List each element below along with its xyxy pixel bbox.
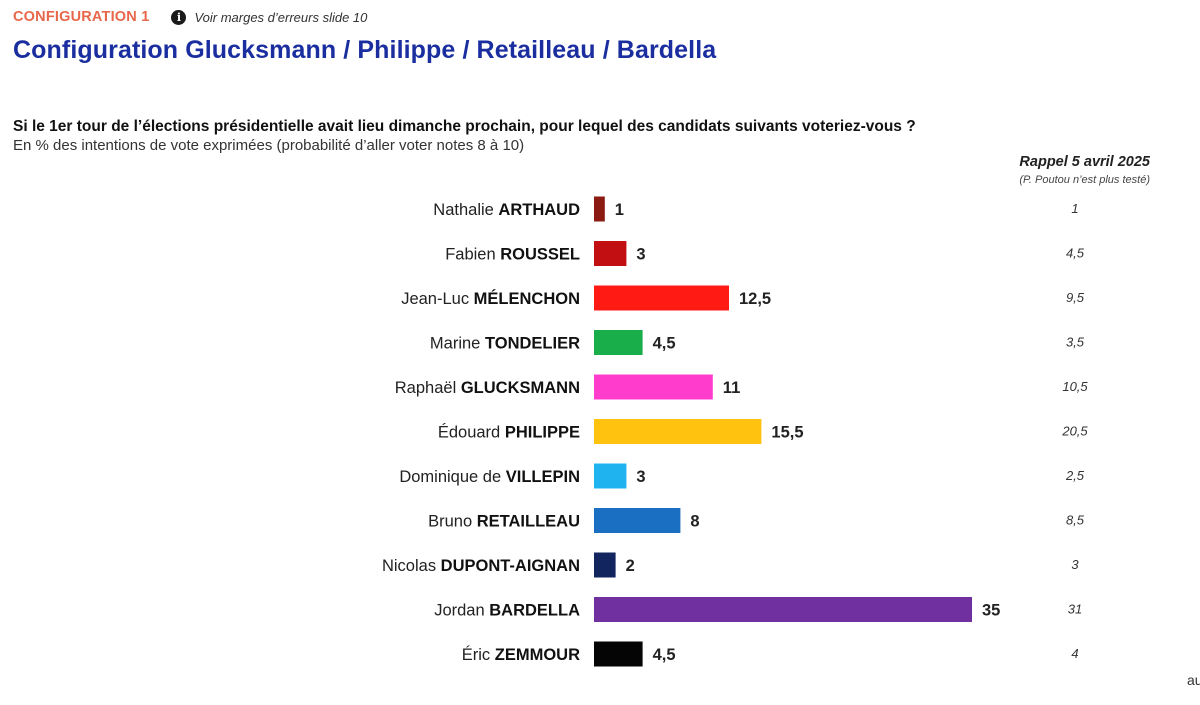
candidate-first-name: Nicolas xyxy=(382,557,441,575)
candidate-first-name: Bruno xyxy=(428,513,477,531)
rappel-value: 2,5 xyxy=(1065,468,1085,483)
rappel-column-note: (P. Poutou n’est plus testé) xyxy=(1019,174,1150,186)
candidate-label: Jean-Luc MÉLENCHON xyxy=(401,289,580,308)
candidate-label: Marine TONDELIER xyxy=(430,335,580,353)
bar-zemmour xyxy=(594,641,643,667)
candidate-last-name: PHILIPPE xyxy=(505,424,580,442)
candidate-first-name: Jean-Luc xyxy=(401,290,473,308)
survey-question: Si le 1er tour de l’élections présidenti… xyxy=(13,118,916,135)
candidate-last-name: RETAILLEAU xyxy=(477,513,580,531)
candidate-first-name: Raphaël xyxy=(395,379,461,397)
rappel-value: 9,5 xyxy=(1066,290,1085,305)
rappel-value: 3 xyxy=(1071,557,1079,572)
rappel-value: 1 xyxy=(1071,201,1078,216)
bar-dupont-aignan xyxy=(594,552,616,578)
candidate-last-name: DUPONT-AIGNAN xyxy=(441,557,580,575)
bar-retailleau xyxy=(594,508,681,533)
candidate-label: Fabien ROUSSEL xyxy=(445,246,580,264)
bar-value-label: 35 xyxy=(982,602,1000,620)
bar-value-label: 4,5 xyxy=(653,646,676,664)
rappel-column-title: Rappel 5 avril 2025 xyxy=(1019,154,1150,170)
info-icon: i xyxy=(171,9,187,25)
rappel-value: 3,5 xyxy=(1066,335,1085,350)
candidate-first-name: Édouard xyxy=(438,423,505,442)
bar-value-label: 3 xyxy=(636,246,645,264)
rappel-value: 31 xyxy=(1068,602,1082,617)
bar-tondelier xyxy=(594,330,643,355)
bar-bardella xyxy=(594,597,972,622)
rappel-value: 4 xyxy=(1071,646,1078,661)
error-margin-note: i Voir marges d’erreurs slide 10 xyxy=(171,9,368,25)
candidate-last-name: TONDELIER xyxy=(485,335,580,353)
bar-value-label: 4,5 xyxy=(653,335,676,353)
candidate-first-name: Nathalie xyxy=(433,201,498,219)
candidate-last-name: MÉLENCHON xyxy=(474,289,580,308)
candidate-last-name: ZEMMOUR xyxy=(495,646,580,664)
candidate-first-name: Marine xyxy=(430,335,485,353)
bar-mélenchon xyxy=(594,285,729,311)
candidate-first-name: Fabien xyxy=(445,246,500,264)
rappel-value: 4,5 xyxy=(1066,246,1085,261)
candidate-label: Bruno RETAILLEAU xyxy=(428,513,580,531)
bar-value-label: 11 xyxy=(723,379,740,397)
error-margin-note-text: Voir marges d’erreurs slide 10 xyxy=(194,9,368,25)
bar-glucksmann xyxy=(594,374,713,400)
bar-roussel xyxy=(594,241,627,266)
candidate-last-name: VILLEPIN xyxy=(506,468,580,486)
bar-villepin xyxy=(594,463,627,489)
rappel-value: 20,5 xyxy=(1061,424,1088,439)
rappel-value: 8,5 xyxy=(1066,513,1085,528)
candidate-label: Jordan BARDELLA xyxy=(434,602,580,620)
candidate-label: Nicolas DUPONT-AIGNAN xyxy=(382,557,580,575)
bar-philippe xyxy=(594,419,762,444)
top-row: CONFIGURATION 1 i Voir marges d’erreurs … xyxy=(13,7,367,27)
candidate-label: Éric ZEMMOUR xyxy=(462,645,580,664)
bar-arthaud xyxy=(594,196,605,222)
bar-value-label: 2 xyxy=(626,557,635,575)
candidate-last-name: GLUCKSMANN xyxy=(461,379,580,397)
page-title: Configuration Glucksmann / Philippe / Re… xyxy=(13,36,717,64)
bar-value-label: 8 xyxy=(690,513,699,531)
bar-value-label: 12,5 xyxy=(739,290,771,308)
candidate-first-name: Dominique de xyxy=(399,468,505,486)
candidate-last-name: ROUSSEL xyxy=(500,246,580,264)
candidate-label: Raphaël GLUCKSMANN xyxy=(395,379,580,397)
chart-subtitle: En % des intentions de vote exprimées (p… xyxy=(13,137,525,154)
candidate-first-name: Éric xyxy=(462,645,495,664)
bar-value-label: 1 xyxy=(615,201,624,219)
candidate-label: Nathalie ARTHAUD xyxy=(433,201,580,219)
candidate-label: Dominique de VILLEPIN xyxy=(399,468,580,486)
corner-text: au xyxy=(1187,672,1200,688)
bar-value-label: 15,5 xyxy=(771,424,803,442)
candidate-last-name: ARTHAUD xyxy=(498,201,580,219)
candidate-label: Édouard PHILIPPE xyxy=(438,423,580,442)
candidate-first-name: Jordan xyxy=(434,602,489,620)
configuration-tag: CONFIGURATION 1 xyxy=(13,9,150,25)
rappel-value: 10,5 xyxy=(1062,379,1088,394)
candidate-last-name: BARDELLA xyxy=(489,602,580,620)
bar-value-label: 3 xyxy=(636,468,645,486)
